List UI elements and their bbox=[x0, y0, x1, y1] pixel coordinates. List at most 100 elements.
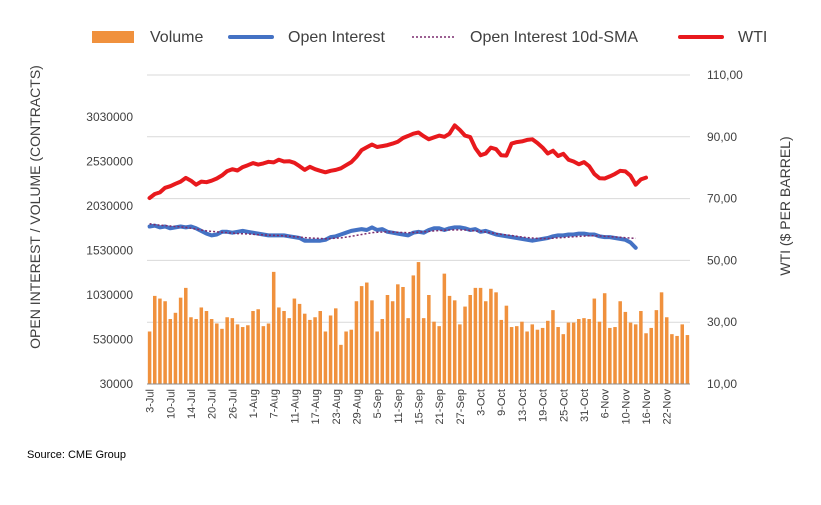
x-tick-label: 27-Sep bbox=[455, 389, 467, 424]
volume-bar bbox=[432, 321, 436, 384]
volume-bar bbox=[308, 319, 312, 384]
x-tick-label: 31-Oct bbox=[579, 389, 591, 422]
volume-bar bbox=[602, 293, 607, 384]
volume-bar bbox=[447, 295, 452, 384]
volume-bar bbox=[675, 335, 679, 384]
right-tick-label: 110,00 bbox=[707, 68, 743, 82]
volume-bar bbox=[540, 327, 545, 384]
x-tick-label: 16-Nov bbox=[641, 389, 653, 425]
volume-bar bbox=[344, 331, 348, 384]
volume-bar bbox=[302, 313, 307, 384]
volume-bar bbox=[323, 331, 328, 384]
volume-bar bbox=[282, 311, 286, 384]
x-tick-label: 17-Aug bbox=[310, 389, 322, 424]
x-tick-label: 19-Oct bbox=[538, 389, 550, 422]
x-tick-label: 1-Aug bbox=[248, 389, 260, 418]
legend-label-1: Open Interest bbox=[288, 29, 386, 46]
x-tick-label: 10-Nov bbox=[620, 389, 632, 425]
volume-bar bbox=[375, 331, 379, 384]
left-tick-label: 1030000 bbox=[86, 288, 133, 302]
volume-bar bbox=[396, 284, 400, 384]
volume-bar bbox=[633, 324, 638, 384]
x-tick-label: 7-Aug bbox=[269, 389, 281, 418]
volume-bar bbox=[644, 333, 648, 384]
volume-bar bbox=[680, 324, 685, 384]
volume-bar bbox=[582, 318, 586, 384]
volume-bar bbox=[571, 322, 576, 384]
volume-bar bbox=[489, 288, 493, 384]
source-note: Source: CME Group bbox=[27, 449, 127, 461]
volume-bar bbox=[458, 324, 462, 384]
open-interest-line bbox=[147, 223, 638, 250]
left-axis-ticks: 3030000 2530000 2030000 1530000 1030000 53000… bbox=[86, 110, 133, 391]
right-tick-label: 30,00 bbox=[707, 315, 737, 329]
volume-bar bbox=[649, 327, 653, 384]
legend-label-2: Open Interest 10d-SMA bbox=[470, 29, 638, 46]
x-tick-label: 6-Nov bbox=[600, 389, 612, 419]
volume-bar bbox=[184, 287, 188, 384]
volume-bar bbox=[494, 292, 498, 384]
left-tick-label: 30000 bbox=[100, 377, 134, 391]
volume-bar bbox=[333, 308, 338, 384]
volume-bar bbox=[370, 300, 374, 384]
volume-bar bbox=[235, 324, 240, 384]
x-tick-label: 13-Oct bbox=[517, 389, 529, 422]
volume-bar bbox=[380, 319, 385, 384]
volume-bar bbox=[168, 319, 173, 384]
wti-line bbox=[147, 123, 648, 200]
right-tick-label: 10,00 bbox=[707, 377, 737, 391]
volume-bar bbox=[551, 310, 555, 384]
x-tick-label: 29-Aug bbox=[351, 389, 363, 424]
x-tick-label: 23-Aug bbox=[331, 389, 343, 424]
volume-bar bbox=[499, 319, 504, 384]
legend: Volume Open Interest Open Interest 10d-SMA… bbox=[92, 29, 767, 46]
volume-bar bbox=[592, 298, 597, 384]
x-axis-ticks: 3-Jul 10-Jul 14-Jul 20-Jul 26-Jul 1-Aug 7-Aug 1… bbox=[145, 389, 674, 425]
volume-bar bbox=[452, 300, 457, 384]
volume-bar bbox=[670, 334, 674, 384]
volume-bar bbox=[416, 262, 421, 384]
volume-bar bbox=[328, 315, 333, 384]
volume-bar bbox=[520, 321, 524, 384]
volume-bar bbox=[349, 329, 354, 384]
volume-bar bbox=[225, 317, 229, 384]
x-tick-label: 25-Oct bbox=[558, 389, 570, 422]
volume-bar bbox=[178, 297, 183, 384]
volume-bar bbox=[411, 275, 416, 384]
volume-bar bbox=[483, 301, 488, 384]
left-tick-label: 2030000 bbox=[86, 199, 133, 213]
left-tick-label: 1530000 bbox=[86, 244, 133, 258]
volume-bar bbox=[525, 331, 529, 384]
volume-bar bbox=[240, 327, 245, 384]
volume-bar bbox=[639, 311, 643, 384]
volume-bar bbox=[209, 319, 214, 384]
volume-bars bbox=[147, 262, 690, 384]
volume-bar bbox=[215, 323, 219, 384]
volume-bar bbox=[277, 307, 281, 384]
volume-bar bbox=[478, 287, 483, 384]
x-tick-label: 9-Oct bbox=[496, 389, 508, 416]
volume-bar bbox=[597, 321, 602, 384]
volume-bar bbox=[266, 323, 271, 384]
volume-bar bbox=[628, 322, 633, 384]
volume-bar bbox=[173, 312, 178, 384]
right-tick-label: 50,00 bbox=[707, 253, 737, 267]
volume-bar bbox=[608, 327, 612, 384]
left-axis-label: OPEN INTEREST / VOLUME (CONTRACTS) bbox=[27, 65, 43, 349]
legend-swatch-0 bbox=[92, 31, 134, 43]
volume-bar bbox=[220, 328, 224, 384]
volume-bar bbox=[421, 318, 426, 384]
volume-bar bbox=[468, 295, 472, 384]
x-tick-label: 22-Nov bbox=[662, 389, 674, 425]
volume-bar bbox=[473, 287, 478, 384]
volume-bar bbox=[256, 309, 260, 384]
volume-bar bbox=[504, 305, 509, 384]
x-tick-label: 5-Sep bbox=[372, 389, 384, 418]
volume-bar bbox=[463, 306, 467, 384]
volume-bar bbox=[561, 334, 566, 384]
volume-bar bbox=[514, 326, 519, 384]
volume-bar bbox=[546, 320, 550, 384]
volume-bar bbox=[261, 326, 266, 384]
volume-bar bbox=[427, 295, 431, 384]
